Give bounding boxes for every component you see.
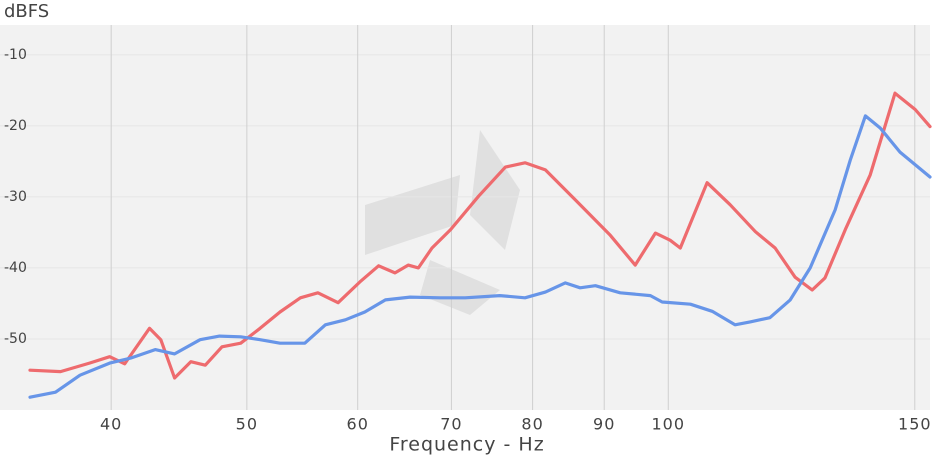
- y-tick-label: -30: [4, 189, 27, 205]
- y-axis-title: dBFS: [4, 1, 49, 22]
- x-tick-label: 90: [593, 415, 615, 434]
- y-tick-label: -10: [4, 47, 27, 63]
- x-tick-label: 100: [652, 415, 686, 434]
- watermark: [365, 130, 520, 315]
- plot-area: [0, 25, 930, 410]
- line-series: [28, 114, 932, 399]
- x-tick-label: 150: [898, 415, 932, 434]
- x-tick-label: 50: [236, 415, 258, 434]
- y-tick-label: -50: [4, 331, 27, 347]
- x-tick-label: 80: [521, 415, 543, 434]
- x-tick-label: 70: [440, 415, 462, 434]
- line-series: [28, 91, 932, 380]
- y-tick-label: -40: [4, 260, 27, 276]
- x-tick-label: 40: [100, 415, 122, 434]
- x-axis-title: Frequency - Hz: [389, 434, 544, 456]
- x-tick-label: 60: [347, 415, 369, 434]
- y-tick-label: -20: [4, 118, 27, 134]
